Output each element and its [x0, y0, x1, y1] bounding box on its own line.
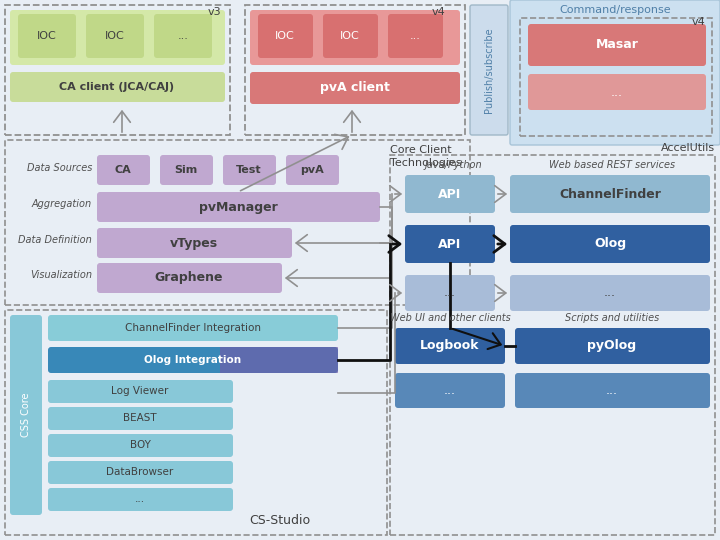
Text: CA client (JCA/CAJ): CA client (JCA/CAJ)	[60, 82, 174, 92]
Text: vTypes: vTypes	[170, 237, 218, 249]
FancyBboxPatch shape	[97, 263, 282, 293]
FancyBboxPatch shape	[48, 461, 233, 484]
FancyBboxPatch shape	[154, 14, 212, 58]
FancyBboxPatch shape	[48, 380, 233, 403]
Text: API: API	[438, 238, 462, 251]
FancyBboxPatch shape	[250, 72, 460, 104]
Text: Aggregation: Aggregation	[32, 199, 92, 209]
FancyBboxPatch shape	[286, 155, 339, 185]
FancyBboxPatch shape	[97, 192, 380, 222]
FancyBboxPatch shape	[220, 347, 338, 373]
FancyBboxPatch shape	[388, 14, 443, 58]
Text: IOC: IOC	[340, 31, 360, 41]
FancyBboxPatch shape	[48, 434, 233, 457]
Text: ...: ...	[444, 383, 456, 396]
Text: pvA: pvA	[300, 165, 324, 175]
Text: Publish/subscribe: Publish/subscribe	[484, 27, 494, 113]
Text: Java/Python: Java/Python	[424, 160, 482, 170]
FancyBboxPatch shape	[48, 347, 338, 373]
FancyBboxPatch shape	[510, 0, 720, 145]
Text: IOC: IOC	[37, 31, 57, 41]
Text: ...: ...	[611, 85, 623, 98]
Text: pvManager: pvManager	[199, 200, 277, 213]
Text: Log Viewer: Log Viewer	[112, 386, 168, 396]
Text: ...: ...	[444, 287, 456, 300]
Text: Logbook: Logbook	[420, 340, 480, 353]
Text: CSS Core: CSS Core	[21, 393, 31, 437]
Bar	[520, 18, 712, 136]
FancyBboxPatch shape	[323, 14, 378, 58]
FancyBboxPatch shape	[10, 10, 225, 65]
FancyBboxPatch shape	[405, 175, 495, 213]
Text: DataBrowser: DataBrowser	[107, 467, 174, 477]
Text: Olog: Olog	[594, 238, 626, 251]
FancyBboxPatch shape	[510, 175, 710, 213]
FancyBboxPatch shape	[528, 74, 706, 110]
Text: Data Sources: Data Sources	[27, 163, 92, 173]
Text: Sim: Sim	[174, 165, 197, 175]
Bar	[5, 5, 230, 135]
FancyBboxPatch shape	[250, 10, 460, 65]
FancyBboxPatch shape	[405, 225, 495, 263]
Text: Command/response: Command/response	[559, 5, 671, 15]
FancyBboxPatch shape	[515, 328, 710, 364]
Text: Masar: Masar	[595, 38, 639, 51]
FancyBboxPatch shape	[160, 155, 213, 185]
Text: Graphene: Graphene	[155, 272, 223, 285]
FancyBboxPatch shape	[510, 275, 710, 311]
Text: API: API	[438, 187, 462, 200]
FancyBboxPatch shape	[97, 155, 150, 185]
FancyBboxPatch shape	[86, 14, 144, 58]
FancyBboxPatch shape	[395, 373, 505, 408]
Text: Web based REST services: Web based REST services	[549, 160, 675, 170]
FancyBboxPatch shape	[48, 488, 233, 511]
Text: v4: v4	[691, 17, 705, 27]
Bar	[5, 310, 387, 535]
FancyBboxPatch shape	[470, 5, 508, 135]
Text: pyOlog: pyOlog	[588, 340, 636, 353]
Text: ...: ...	[178, 31, 189, 41]
FancyBboxPatch shape	[528, 24, 706, 66]
Text: Visualization: Visualization	[30, 270, 92, 280]
FancyBboxPatch shape	[48, 407, 233, 430]
Text: v4: v4	[432, 7, 446, 17]
Text: Olog Integration: Olog Integration	[145, 355, 242, 365]
Text: ChannelFinder Integration: ChannelFinder Integration	[125, 323, 261, 333]
FancyBboxPatch shape	[10, 315, 42, 515]
Text: ...: ...	[604, 287, 616, 300]
FancyBboxPatch shape	[10, 72, 225, 102]
Text: BEAST: BEAST	[123, 413, 157, 423]
Bar	[245, 5, 465, 135]
FancyBboxPatch shape	[510, 225, 710, 263]
Text: pvA client: pvA client	[320, 82, 390, 94]
Bar	[390, 155, 715, 535]
FancyBboxPatch shape	[97, 228, 292, 258]
FancyBboxPatch shape	[258, 14, 313, 58]
FancyBboxPatch shape	[48, 315, 338, 341]
Text: Data Definition: Data Definition	[18, 235, 92, 245]
Text: CA: CA	[114, 165, 131, 175]
Text: Core Client: Core Client	[390, 145, 451, 155]
FancyBboxPatch shape	[405, 275, 495, 311]
Text: ...: ...	[410, 31, 420, 41]
Text: AccelUtils: AccelUtils	[661, 143, 715, 153]
Text: ...: ...	[135, 494, 145, 504]
FancyBboxPatch shape	[515, 373, 710, 408]
Text: ...: ...	[606, 383, 618, 396]
FancyBboxPatch shape	[395, 328, 505, 364]
Text: Technologies: Technologies	[390, 158, 462, 168]
Text: IOC: IOC	[275, 31, 295, 41]
FancyBboxPatch shape	[18, 14, 76, 58]
Text: ChannelFinder: ChannelFinder	[559, 187, 661, 200]
Text: Web UI and other clients: Web UI and other clients	[390, 313, 510, 323]
FancyBboxPatch shape	[223, 155, 276, 185]
Text: Test: Test	[236, 165, 262, 175]
Bar	[5, 140, 470, 305]
Text: BOY: BOY	[130, 440, 150, 450]
Text: IOC: IOC	[105, 31, 125, 41]
Text: CS-Studio: CS-Studio	[249, 514, 310, 526]
Text: Scripts and utilities: Scripts and utilities	[565, 313, 659, 323]
Text: v3: v3	[208, 7, 222, 17]
